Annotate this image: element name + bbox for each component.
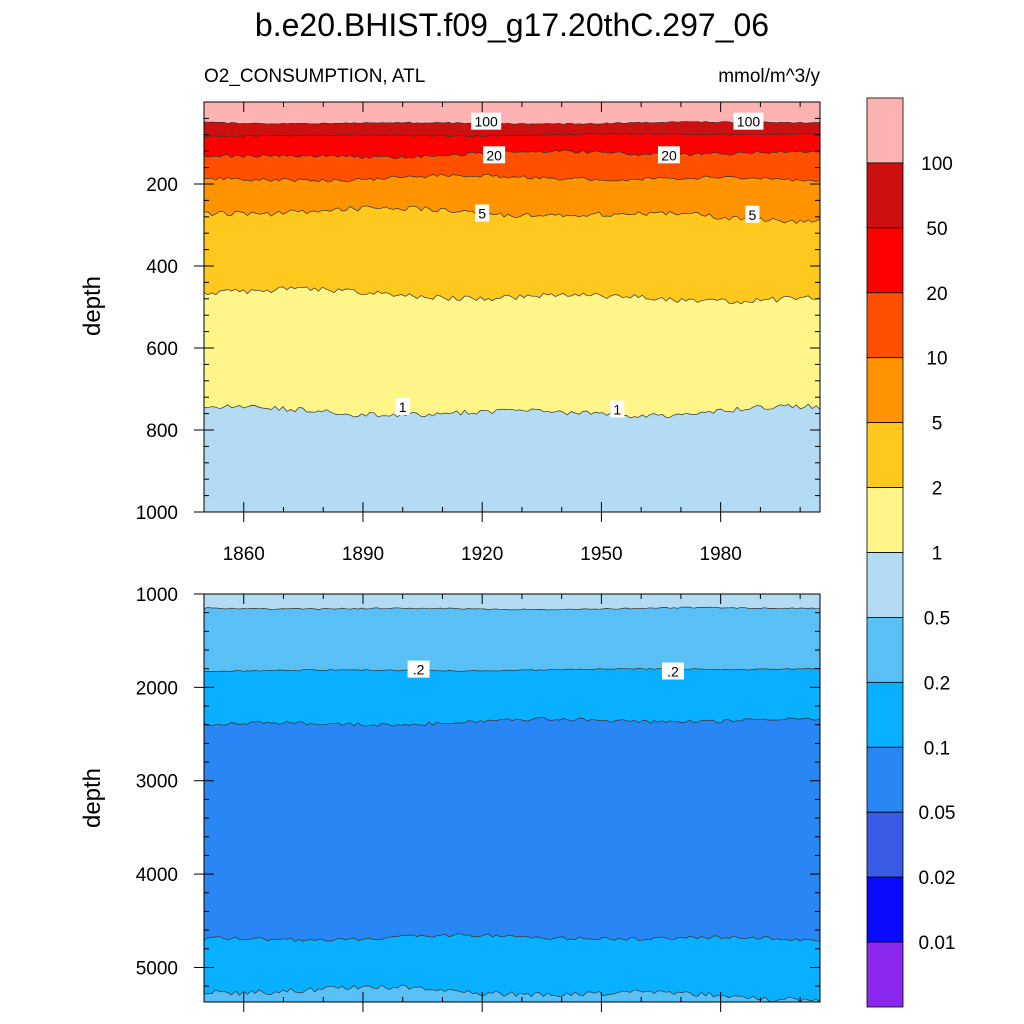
colorbar-swatch — [866, 357, 904, 424]
colorbar-swatch — [866, 746, 904, 813]
colorbar: 100 50 20 10 5 2 1 0.5 0.2 0.1 0.05 0.02 0.01 — [866, 97, 956, 1008]
y-tick-label: 1000 — [136, 503, 178, 524]
x-axis: 1860 1890 1920 1950 1980 — [223, 544, 742, 565]
colorbar-swatch — [866, 811, 904, 878]
contour-line — [203, 984, 821, 1003]
y-tick-label: 200 — [146, 175, 178, 196]
colorbar-label: 1 — [932, 544, 943, 565]
contour-label-box — [395, 398, 410, 416]
colorbar-swatch — [866, 227, 904, 294]
contour-band — [204, 717, 820, 942]
x-tick-label: 1860 — [223, 544, 265, 565]
upper-contour-panel: 100 100 20 20 5 5 1 1 200 400 600 800 1000 — [136, 101, 821, 524]
contour-label: 5 — [749, 207, 757, 223]
colorbar-swatch — [866, 292, 904, 359]
y-tick-label: 3000 — [136, 772, 178, 793]
contour-label-box — [745, 205, 760, 223]
contour-band — [204, 286, 820, 418]
colorbar-swatch — [866, 422, 904, 488]
colorbar-swatch — [866, 97, 904, 164]
contour-label-box — [483, 146, 506, 164]
colorbar-label: 5 — [932, 414, 943, 435]
contour-line — [203, 606, 820, 611]
contour-label-box — [733, 112, 764, 130]
colorbar-label: 0.02 — [919, 868, 956, 889]
colorbar-swatch — [866, 617, 904, 683]
contour-label-box — [661, 662, 684, 680]
y-tick-label: 400 — [146, 257, 178, 278]
contour-label: .2 — [667, 663, 679, 679]
contour-band — [204, 102, 820, 125]
colorbar-label: 100 — [921, 154, 953, 175]
colorbar-label: 2 — [932, 479, 943, 500]
contour-line — [203, 205, 821, 224]
panel-frame — [203, 101, 821, 513]
contour-line — [203, 667, 821, 672]
x-tick-label: 1980 — [700, 544, 742, 565]
contour-label-box — [610, 400, 625, 418]
contour-label-box — [407, 660, 430, 678]
contour-line — [203, 286, 821, 305]
colorbar-swatch — [866, 681, 904, 748]
variable-subtitle: O2_CONSUMPTION, ATL — [204, 66, 425, 87]
colorbar-swatch — [866, 552, 904, 618]
y-tick-label: 4000 — [136, 865, 178, 886]
colorbar-label: 0.01 — [919, 933, 956, 954]
contour-label-box — [471, 112, 502, 130]
colorbar-label: 0.5 — [924, 608, 950, 629]
lower-contour-panel: .2 .2 1000 2000 3000 4000 5000 — [136, 585, 821, 1012]
contour-label: 5 — [478, 206, 486, 222]
contour-line — [203, 403, 821, 419]
contour-band — [204, 933, 820, 1003]
colorbar-swatch — [866, 941, 904, 1008]
chart-title: b.e20.BHIST.f09_g17.20thC.297_06 — [255, 7, 769, 43]
contour-line — [203, 121, 821, 125]
x-tick-label: 1920 — [461, 544, 503, 565]
contour-label: 100 — [737, 114, 761, 130]
upper-y-axis-label: depth — [79, 276, 106, 336]
x-tick-label: 1950 — [580, 544, 622, 565]
contour-line — [203, 173, 821, 183]
contour-label: 20 — [661, 147, 677, 163]
contour-label-box — [475, 204, 490, 222]
contour-band — [204, 668, 820, 727]
colorbar-swatch — [866, 876, 904, 943]
contour-band — [204, 121, 820, 137]
contour-label: 1 — [399, 399, 407, 415]
colorbar-swatch — [866, 487, 904, 553]
contour-line — [203, 132, 821, 138]
panel-frame — [203, 593, 821, 1003]
y-tick-label: 800 — [146, 421, 178, 442]
contour-label: 20 — [486, 147, 502, 163]
colorbar-label: 50 — [926, 219, 947, 240]
contour-line — [203, 149, 821, 160]
contour-line — [203, 933, 821, 942]
y-tick-label: 1000 — [136, 585, 178, 606]
colorbar-label: 0.1 — [924, 738, 950, 759]
contour-band — [204, 174, 820, 224]
y-tick-label: 600 — [146, 339, 178, 360]
y-tick-label: 5000 — [136, 958, 178, 979]
contour-band — [204, 205, 820, 304]
contour-label: 1 — [613, 402, 621, 418]
colorbar-swatch — [866, 162, 904, 229]
contour-label-box — [657, 146, 680, 164]
colorbar-label: 0.2 — [924, 673, 950, 694]
colorbar-label: 20 — [926, 284, 947, 305]
contour-label: .2 — [413, 662, 425, 678]
contour-line — [203, 717, 821, 727]
contour-band — [204, 404, 820, 512]
contour-band — [204, 607, 820, 672]
lower-y-axis-label: depth — [79, 768, 106, 828]
y-tick-label: 2000 — [136, 678, 178, 699]
x-tick-label: 1890 — [342, 544, 384, 565]
colorbar-label: 10 — [926, 349, 947, 370]
colorbar-label: 0.05 — [919, 803, 956, 824]
contour-label: 100 — [474, 114, 498, 130]
units-subtitle: mmol/m^3/y — [718, 66, 820, 87]
contour-band — [204, 594, 820, 610]
